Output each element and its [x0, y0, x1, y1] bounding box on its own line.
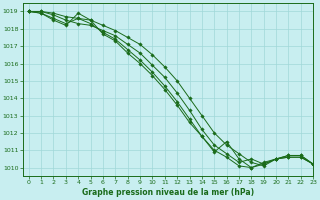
X-axis label: Graphe pression niveau de la mer (hPa): Graphe pression niveau de la mer (hPa) [82, 188, 254, 197]
